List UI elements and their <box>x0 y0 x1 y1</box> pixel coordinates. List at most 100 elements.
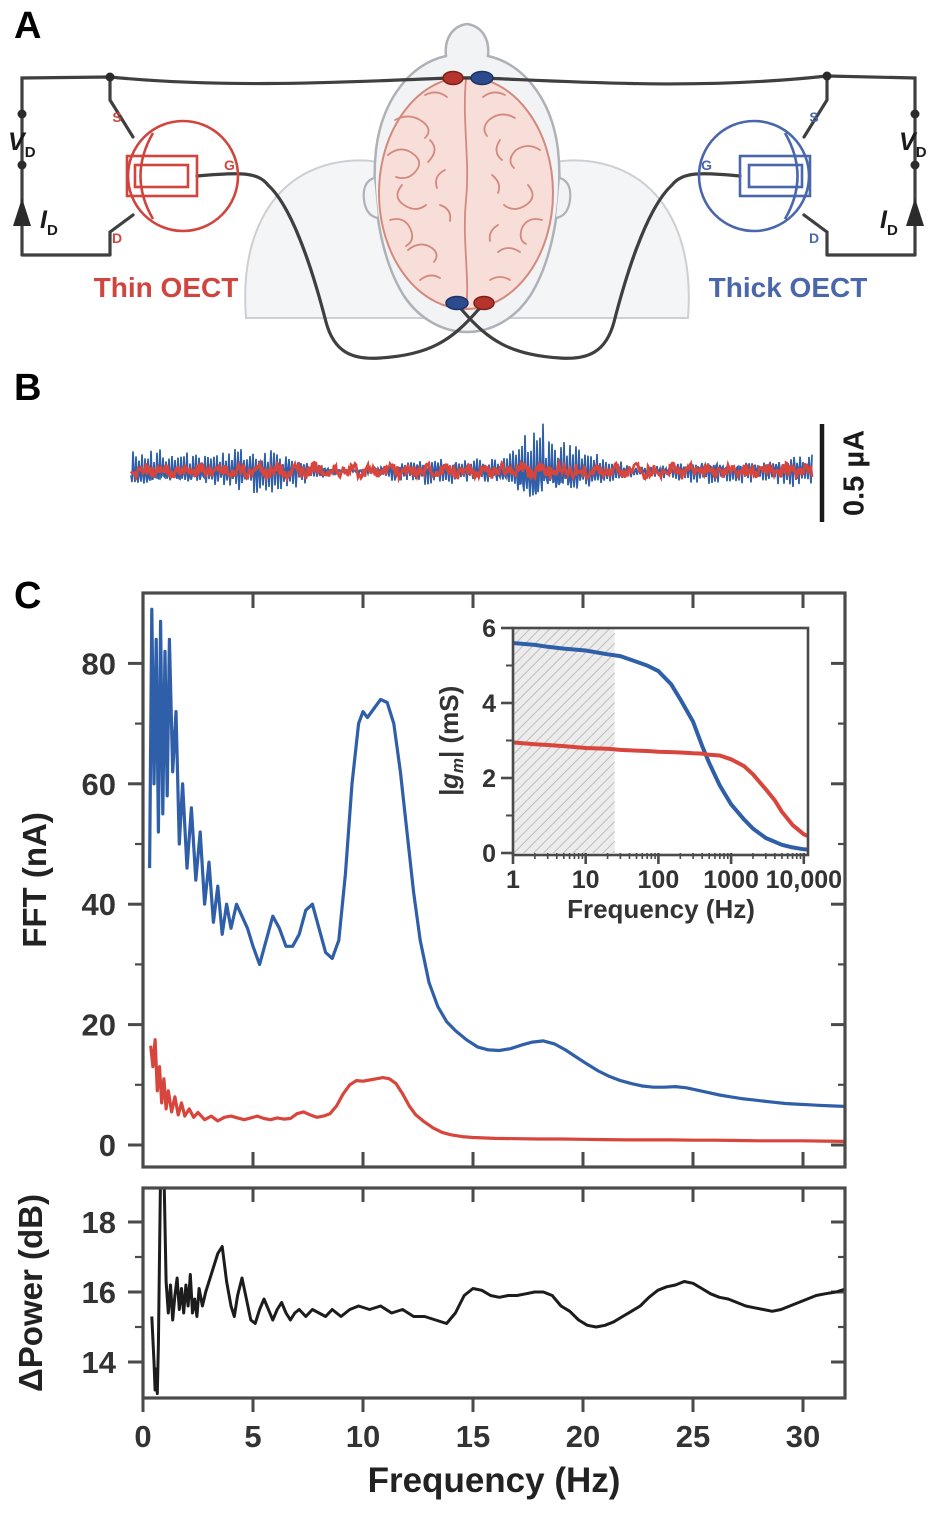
brain-midline <box>463 78 469 309</box>
electrode-back-red <box>473 295 495 311</box>
eeg-band-shaded-region <box>513 628 615 853</box>
inset-x-tick-label: 1000 <box>703 866 759 894</box>
gyrus-line <box>488 224 499 242</box>
brain-gyri <box>387 91 543 281</box>
electrode-front-blue <box>470 70 494 86</box>
gyrus-line <box>394 115 430 139</box>
electrode-back-blue <box>445 295 469 311</box>
thin-oect-lens <box>139 132 155 220</box>
thick-oect-name: Thick OECT <box>709 272 868 303</box>
gyrus-line <box>427 139 436 163</box>
y-tick-label: 20 <box>82 1008 116 1043</box>
left-top-junction-dot <box>105 72 115 82</box>
thick-drain-label: D <box>809 230 819 246</box>
right-current-arrow <box>906 198 924 226</box>
thick-source-label: S <box>809 109 818 125</box>
left-vd-dot-top <box>17 109 27 119</box>
right-top-junction-dot <box>822 71 832 81</box>
panel-a-schematic: A <box>8 5 927 360</box>
gyrus-line <box>387 148 421 180</box>
x-tick-label: 30 <box>786 1419 820 1454</box>
top-electrode-wire <box>108 74 829 86</box>
right-vd-label: VD <box>899 128 927 161</box>
gyrus-line <box>519 218 543 245</box>
left-current-arrow <box>13 198 31 226</box>
delta-power-frame <box>141 1186 847 1400</box>
thick-oect-lens <box>783 132 799 220</box>
gyrus-line <box>482 91 506 98</box>
gm-curve-thick-oect <box>514 641 807 852</box>
y-tick-label: 18 <box>82 1205 116 1240</box>
gm-prefix: |g <box>434 773 464 796</box>
thin-oect-gate-wire <box>195 172 486 360</box>
i-symbol: I <box>40 206 48 234</box>
right-vd-dot-bottom <box>910 160 920 170</box>
thin-oect-channel-outer <box>125 154 199 198</box>
y-tick-label: 80 <box>82 646 116 681</box>
electrode-front-red <box>442 70 464 86</box>
left-bias-loop-wires <box>20 75 135 257</box>
gyrus-line <box>389 218 414 247</box>
fft-curve-thick-oect <box>148 607 844 1108</box>
thick-oect-circle <box>697 119 811 233</box>
i-subscript: D <box>887 222 898 239</box>
gyrus-line <box>419 274 441 281</box>
inset-frame <box>511 626 810 857</box>
thin-oect-symbol <box>125 119 240 233</box>
x-tick-label: 25 <box>676 1419 710 1454</box>
v-symbol: V <box>8 128 27 156</box>
gyrus-line <box>435 169 446 189</box>
panel-b-letter: B <box>14 367 41 409</box>
gyrus-line <box>489 276 511 281</box>
inset-x-tick-label: 10 <box>572 866 600 894</box>
thick-oect-gate-wire <box>456 172 742 360</box>
thin-oect-name: Thin OECT <box>94 272 239 303</box>
eeg-trace-group <box>129 423 814 497</box>
left-vd-dot-bottom <box>17 160 27 170</box>
gyrus-line <box>497 247 521 253</box>
inset-y-tick-label: 4 <box>482 690 496 718</box>
gyrus-line <box>407 243 438 263</box>
inset-y-tick-label: 6 <box>482 615 496 643</box>
inset-x-tick-label: 1 <box>506 866 520 894</box>
x-tick-label: 20 <box>566 1419 600 1454</box>
inset-y-tick-label: 2 <box>482 765 496 793</box>
left-id-label: ID <box>40 206 58 239</box>
x-tick-label: 15 <box>456 1419 490 1454</box>
x-tick-label: 5 <box>244 1419 261 1454</box>
gyrus-line <box>509 145 541 169</box>
inset-x-tick-label: 10,000 <box>766 866 842 894</box>
v-symbol: V <box>899 128 918 156</box>
right-id-label: ID <box>880 206 898 239</box>
thin-oect-channel-inner <box>133 163 190 189</box>
panel-c-letter: C <box>14 575 41 617</box>
right-ear <box>555 176 572 220</box>
frequency-x-axis-title: Frequency (Hz) <box>368 1461 621 1500</box>
i-symbol: I <box>880 206 888 234</box>
x-tick-label: 10 <box>346 1419 380 1454</box>
gm-subscript: m <box>448 758 467 773</box>
i-subscript: D <box>47 222 58 239</box>
thick-oect-channel-outer <box>738 154 812 198</box>
fft-y-axis-title: FFT (nA) <box>16 812 53 948</box>
inset-y-axis-title: |gm| (mS) <box>434 686 467 797</box>
x-tick-label: 0 <box>134 1419 151 1454</box>
scale-bar-label: 0.5 µA <box>839 430 871 516</box>
trace-thin-oect <box>129 457 814 484</box>
gyrus-line <box>439 204 452 222</box>
delta-power-curve <box>150 1189 844 1395</box>
gm-inset-plot: 0 2 4 6 1 10 100 1000 10,000 <box>482 615 842 894</box>
gm-suffix: | (mS) <box>434 686 464 758</box>
thin-source-label: S <box>112 109 121 125</box>
gyrus-line <box>396 184 427 210</box>
thick-oect-symbol <box>697 119 812 233</box>
gm-curve-thin-oect <box>514 740 807 838</box>
y-tick-label: 14 <box>82 1345 117 1380</box>
trace-thick-oect <box>130 423 813 497</box>
right-vd-dot-top <box>910 109 920 119</box>
panel-a-letter: A <box>14 5 41 47</box>
inset-y-tick-label: 0 <box>482 840 496 868</box>
left-vd-label: VD <box>8 128 36 161</box>
thick-oect-channel-inner <box>747 163 804 189</box>
